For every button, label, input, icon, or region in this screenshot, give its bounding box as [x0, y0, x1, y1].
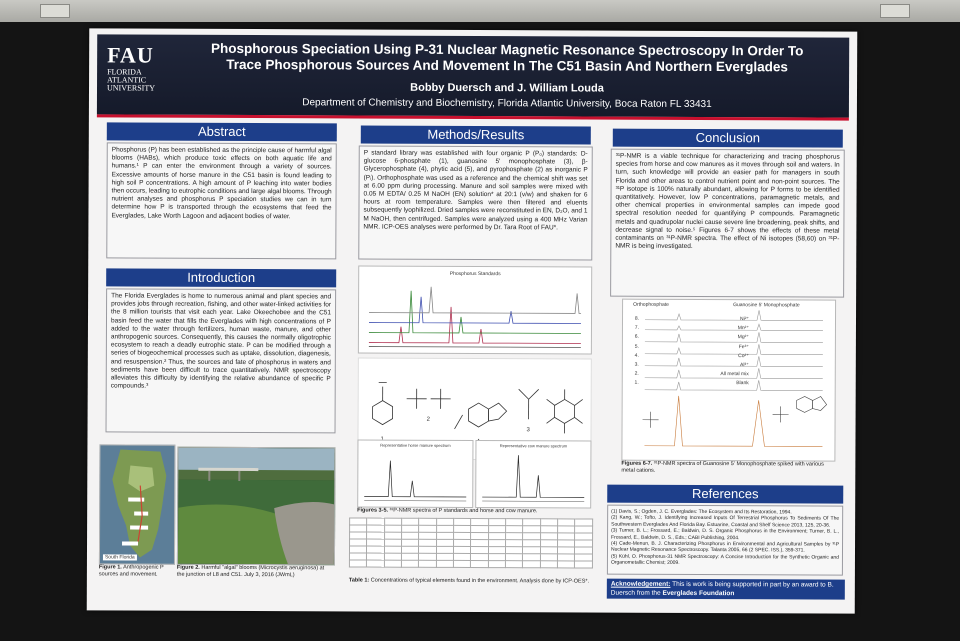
reference-item: (3) Turner, B. L.; Frossard, E.; Baldwin… [611, 527, 840, 541]
abstract-text: Phosphorus (P) has been established as t… [106, 142, 337, 260]
figures-6-7-spectra: Orthophosphate Guanosine 5' Monophosphat… [621, 298, 837, 462]
acknowledgement-foundation: Everglades Foundation [662, 589, 735, 597]
poster: FAU FLORIDA ATLANTIC UNIVERSITY Phosphor… [86, 28, 858, 614]
concentrations-table [348, 517, 594, 569]
logo-name-line3: UNIVERSITY [106, 83, 156, 93]
conclusion-text: ³¹P-NMR is a viable technique for charac… [610, 148, 845, 298]
plot-label-guanosine: Guanosine 5' Monophosphate [733, 302, 800, 309]
reference-item: (4) Cade-Menun, B. J. Characterizing Pho… [610, 540, 840, 554]
poster-authors: Bobby Duersch and J. William Louda [410, 81, 604, 95]
plot-label-orthophosphate: Orthophosphate [633, 301, 669, 308]
abstract-heading: Abstract [106, 122, 337, 142]
metal-label: Blank [736, 380, 749, 387]
metal-label: Ni²⁺ [739, 316, 750, 323]
standards-spectrum-plot [368, 286, 582, 348]
figures-6-7-caption-label: Figures 6-7. [621, 460, 653, 467]
cow-spectrum-plot [482, 455, 585, 502]
reference-item: (5) Kühl, O. Phosphorus-31 NMR Spectrosc… [610, 553, 839, 567]
tape-strip [880, 4, 910, 18]
figures-6-7-caption-text: ³¹P-NMR spectra of Guanosine 5' Monophos… [621, 460, 824, 474]
methods-heading: Methods/Results [360, 125, 591, 145]
tape-strip [40, 4, 70, 18]
conclusion-heading: Conclusion [612, 128, 843, 148]
reference-item: (2) Kang, W.; Tofto, J. Identifying Incr… [611, 515, 840, 529]
figures-3-5-caption: Figures 3-5. ³¹P-NMR spectra of P standa… [357, 508, 589, 516]
figure-2-caption-label: Figure 2. [176, 564, 200, 571]
table-1-caption-label: Table 1: [348, 577, 370, 584]
row-number: 3. [634, 361, 639, 368]
figures-3-5-caption-label: Figures 3-5. [357, 507, 389, 514]
poster-department: Department of Chemistry and Biochemistry… [302, 97, 712, 111]
metal-label: Fe³⁺ [738, 343, 749, 350]
acknowledgement-label: Acknowledgement: [610, 580, 671, 588]
poster-title: Phosphorous Speciation Using P-31 Nuclea… [172, 41, 842, 76]
figures-6-7-caption: Figures 6-7. ³¹P-NMR spectra of Guanosin… [621, 461, 833, 476]
references-box: (1) Davis, S.; Ogden, J. C. Everglades: … [606, 504, 844, 576]
metal-label: Mg²⁺ [737, 334, 749, 341]
acknowledgement-box: Acknowledgement: This is work is being s… [606, 578, 845, 600]
references-heading: References [607, 484, 844, 504]
metal-labels: Ni²⁺ Mn²⁺ Mg²⁺ Fe³⁺ Co²⁺ Al³⁺ All metal … [707, 315, 749, 389]
row-numbers: 8. 7. 6. 5. 4. 3. 2. 1. [623, 315, 639, 389]
structure-label-3: 3 [527, 427, 531, 433]
methods-text: P standard library was established with … [358, 145, 593, 261]
row-number: 5. [634, 343, 639, 350]
figure-1-caption: Figure 1. Anthropogenic P sources and mo… [99, 564, 175, 578]
metal-label: All metal mix [720, 371, 749, 378]
figures-3-5-caption-text: ³¹P-NMR spectra of P standards and horse… [388, 507, 538, 515]
row-number: 6. [634, 334, 639, 341]
spectrum-title: Phosphorus Standards [449, 270, 501, 278]
figure-1-caption-label: Figure 1. [98, 564, 122, 571]
metal-cation-spectra-plot [642, 310, 828, 447]
table-1-caption: Table 1: Concentrations of typical eleme… [349, 577, 593, 585]
map-label: South Florida [102, 554, 137, 561]
poster-banner: FAU FLORIDA ATLANTIC UNIVERSITY Phosphor… [96, 34, 850, 121]
molecular-structures: 1 2 4 3 5 [372, 382, 583, 453]
title-line-2: Trace Phosphorous Sources And Movement I… [226, 56, 788, 75]
figure-2-caption-text: Harmful "algal" blooms (Microcystis aeru… [176, 564, 325, 579]
table-1-caption-text: Concentrations of typical elements found… [369, 577, 590, 585]
metal-label: Al³⁺ [740, 362, 749, 369]
row-number: 4. [634, 352, 639, 359]
introduction-text: The Florida Everglades is home to numero… [105, 288, 337, 434]
horse-manure-spectrum: Representative horse manure spectrum [357, 439, 474, 509]
references-list: (1) Davis, S.; Ogden, J. C. Everglades: … [611, 509, 839, 568]
horse-spectrum-plot [364, 460, 467, 502]
fau-logo: FAU FLORIDA ATLANTIC UNIVERSITY [106, 42, 163, 93]
row-number: 7. [634, 324, 639, 331]
row-number: 1. [634, 380, 639, 387]
logo-initials: FAU [107, 42, 154, 68]
figure-2-caption: Figure 2. Harmful "algal" blooms (Microc… [177, 565, 333, 580]
row-number: 2. [634, 370, 639, 377]
cow-manure-spectrum: Representative cow manure spectrum [475, 440, 592, 509]
horse-spectrum-title: Representative horse manure spectrum [380, 442, 451, 448]
table-row [349, 559, 593, 569]
figure-1-map: South Florida [98, 444, 176, 565]
wall-strip [0, 0, 960, 22]
figure-2-photo [176, 446, 336, 566]
introduction-heading: Introduction [106, 268, 337, 288]
florida-map-graphic [112, 449, 167, 558]
algal-bloom-photo [177, 447, 335, 565]
phosphorus-standards-spectrum: Phosphorus Standards [357, 265, 593, 355]
metal-label: Co²⁺ [738, 352, 749, 360]
cow-spectrum-title: Representative cow manure spectrum [499, 443, 568, 449]
standards-structures: 1 2 4 3 5 [357, 357, 592, 461]
row-number: 8. [634, 315, 640, 322]
metal-label: Mn²⁺ [737, 325, 749, 332]
structure-label-2: 2 [427, 417, 431, 423]
